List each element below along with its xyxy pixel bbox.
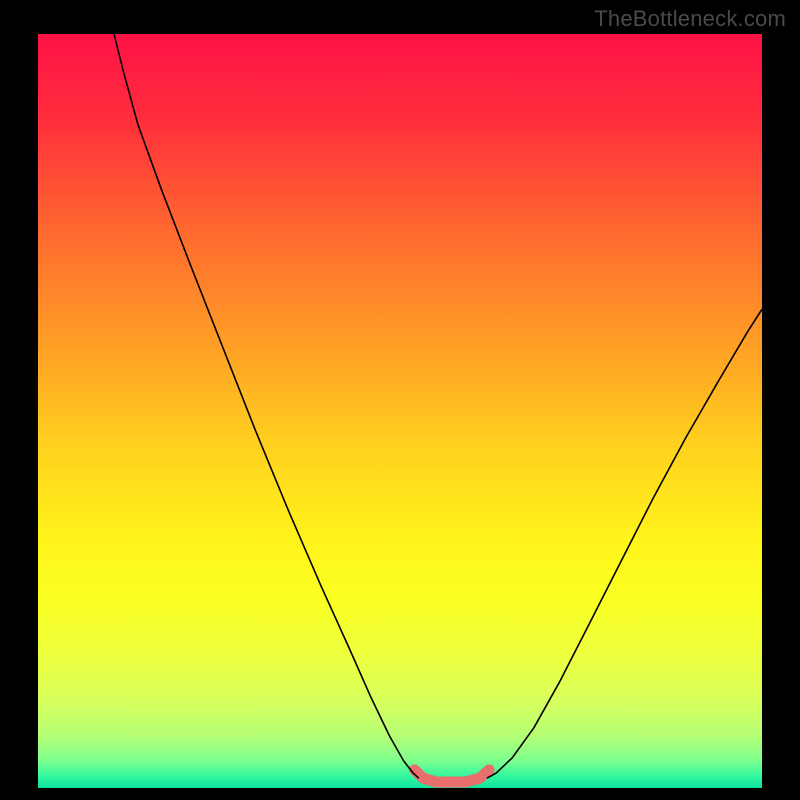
border-bottom	[0, 788, 800, 800]
border-left	[0, 0, 38, 800]
border-right	[762, 0, 800, 800]
left-curve	[114, 34, 419, 778]
chart-frame: TheBottleneck.com	[0, 0, 800, 800]
plot-area	[38, 34, 762, 788]
curve-svg	[38, 34, 762, 788]
floor-accent-curve	[414, 770, 489, 782]
watermark-text: TheBottleneck.com	[594, 6, 786, 32]
right-curve	[487, 309, 762, 778]
